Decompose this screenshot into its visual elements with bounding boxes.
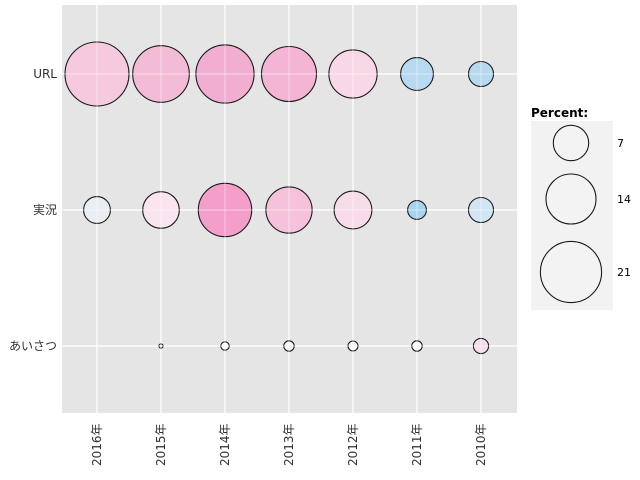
bubble-4 [328,49,378,99]
bubble-8 [142,191,180,229]
legend-key-label: 21 [617,266,631,279]
bubble-17 [283,340,295,352]
bubble-3 [260,45,318,103]
bubble-6 [467,60,495,88]
legend-key-circle [539,240,603,304]
legend-key-circle [552,124,590,162]
y-axis-label: 実況 [33,202,57,217]
x-axis-label: 2011年 [410,423,424,466]
x-axis-label: 2014年 [218,423,232,466]
bubble-15 [158,343,164,349]
bubble-20 [472,337,490,355]
bubble-13 [467,196,495,224]
bubble-11 [333,190,373,230]
legend-key-label: 14 [617,193,631,206]
bubble-10 [265,186,313,234]
bubble-16 [220,341,230,351]
legend-title: Percent: [531,106,588,120]
x-axis-label: 2016年 [90,423,104,466]
bubble-0 [64,41,130,107]
bubble-2 [195,44,255,104]
y-axis-label: URL [33,67,57,81]
x-axis-label: 2012年 [346,423,360,466]
bubble-5 [400,57,434,91]
x-axis-label: 2010年 [474,423,488,466]
bubble-12 [407,200,427,220]
bubble-18 [347,340,359,352]
bubble-19 [411,340,423,352]
x-axis-label: 2015年 [154,423,168,466]
x-axis-label: 2013年 [282,423,296,466]
legend-key-label: 7 [617,137,624,150]
legend-key-circle [545,173,597,225]
bubble-7 [83,196,111,224]
bubble-9 [197,182,253,238]
bubble-1 [132,45,190,103]
y-axis-label: あいさつ [9,339,57,353]
